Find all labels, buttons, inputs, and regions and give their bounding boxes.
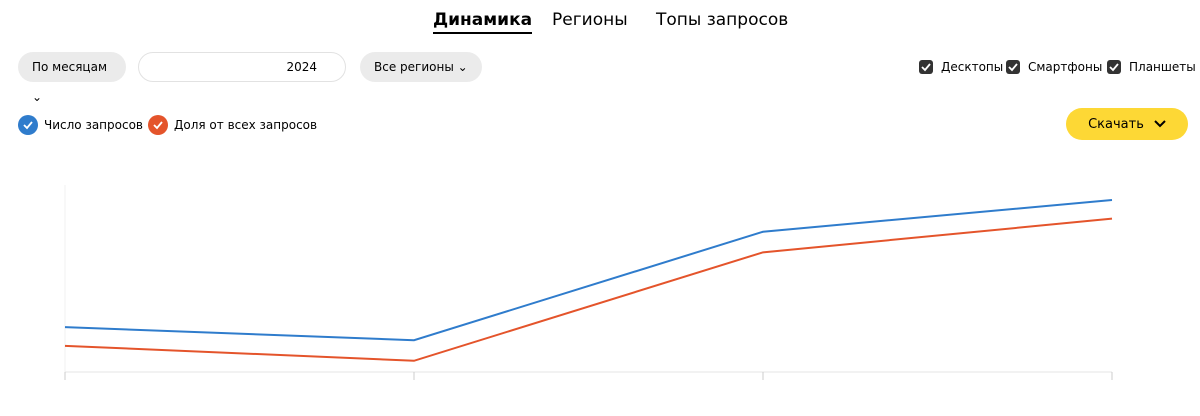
period-label: По месяцам [32,60,108,74]
period-dropdown[interactable]: По месяцам ⌄ [18,52,126,104]
legend-marker [18,115,38,135]
check-icon [153,121,163,130]
date-input[interactable]: 2024 [138,52,346,82]
region-label: Все регионы [374,60,454,74]
legend-label: Доля от всех запросов [174,118,318,132]
tab[interactable]: Динамика [433,10,533,34]
tab[interactable]: Регионы [552,10,628,30]
chevron-icon [1154,120,1166,128]
tab[interactable]: Топы запросов [656,10,789,30]
check-icon [921,63,931,72]
legend-label: Число запросов [44,118,143,132]
legend-item[interactable]: Доля от всех запросов [148,115,317,135]
check-icon [23,121,33,130]
check-icon [1008,63,1018,72]
series-line [64,198,1113,342]
legend-marker [148,115,168,135]
checkbox-label: Планшеты [1129,60,1196,74]
checkbox[interactable]: Смартфоны [1006,59,1102,75]
legend-item[interactable]: Число запросов [18,115,143,135]
download-button[interactable]: Скачать [1066,108,1188,140]
checkbox[interactable]: Планшеты [1107,59,1196,75]
region-dropdown[interactable]: Все регионы ⌄ [360,52,482,82]
check-icon [1109,63,1119,72]
series-line [64,217,1113,362]
checkbox-label: Десктопы [941,60,1004,74]
download-label: Скачать [1088,116,1144,132]
checkbox-label: Смартфоны [1028,60,1103,74]
checkbox[interactable]: Десктопы [919,59,1003,75]
